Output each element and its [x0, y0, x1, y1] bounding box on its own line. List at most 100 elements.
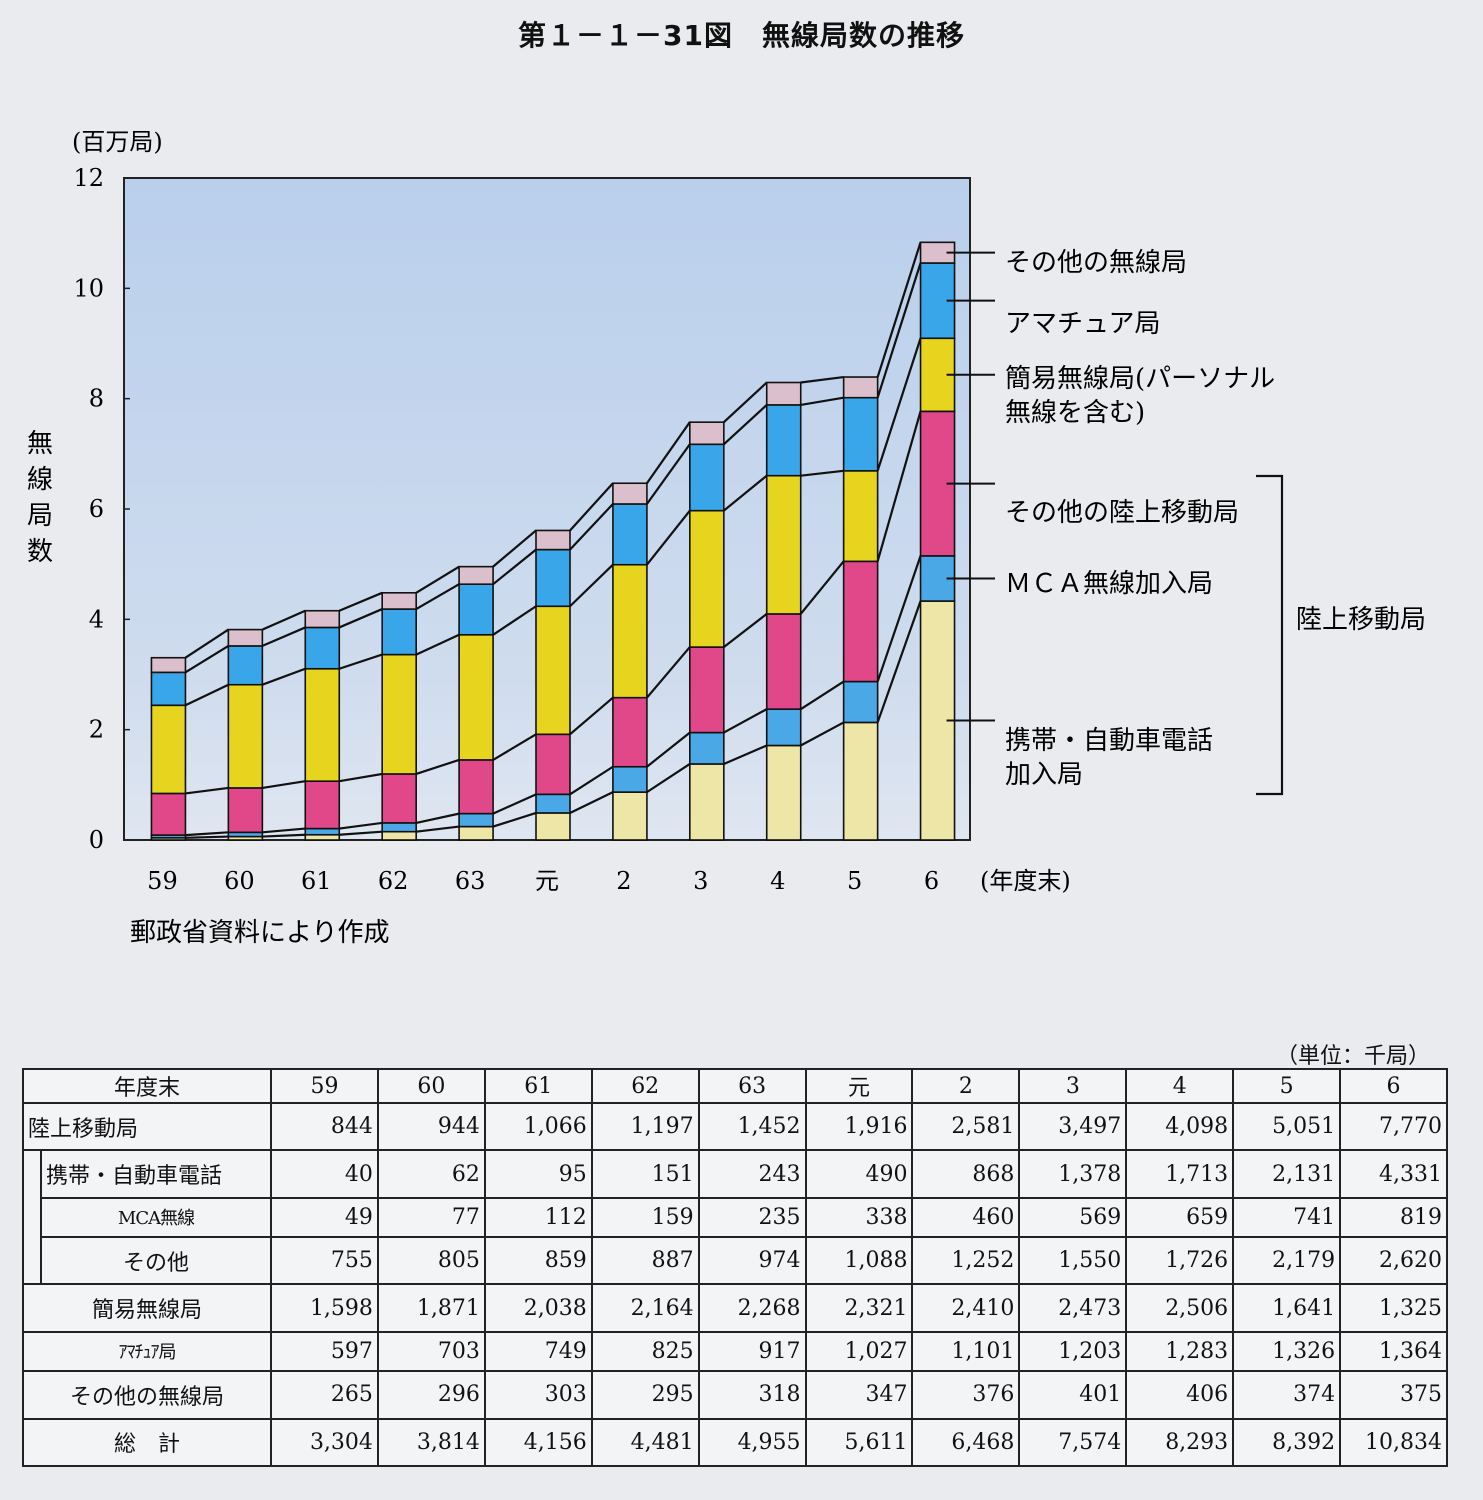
- header-label: 年度末: [21, 1068, 273, 1104]
- table-row: 陸上移動局 844 944 1,066 1,197 1,452 1,916 2,581 3,49…: [21, 1101, 1448, 1152]
- table-cell: 4,481: [590, 1417, 700, 1467]
- table-cell: 741: [1232, 1196, 1342, 1239]
- col-header: 62: [590, 1068, 700, 1104]
- table-cell: 1,378: [1018, 1149, 1128, 1199]
- table-cell: 243: [697, 1149, 807, 1199]
- bar-segment: [765, 404, 802, 477]
- col-header: 60: [376, 1068, 486, 1104]
- bar-segment: [689, 443, 725, 512]
- bar-segment: [381, 830, 417, 841]
- connector-line: [338, 608, 383, 629]
- connector-line: [876, 411, 922, 562]
- table-cell: 296: [376, 1370, 486, 1420]
- table-cell: 40: [270, 1149, 379, 1199]
- table-cell: 749: [483, 1330, 593, 1373]
- table-row: その他の無線局 265 296 303 295 318 347 376 401 406 374 375: [21, 1370, 1448, 1420]
- y-unit-label: (百万局): [72, 128, 163, 156]
- bar-segment: [612, 503, 648, 566]
- table-cell: 819: [1339, 1196, 1448, 1239]
- x-tick-label: 2: [616, 867, 631, 895]
- connector-line: [184, 628, 229, 659]
- bar-segment: [765, 708, 802, 747]
- bar-segment: [842, 721, 879, 841]
- table-cell: 1,326: [1232, 1330, 1342, 1373]
- table-cell: 338: [804, 1196, 914, 1239]
- bar-segment: [458, 583, 494, 636]
- col-header: 59: [270, 1068, 379, 1104]
- bar-segment: [458, 565, 494, 585]
- table-cell: 4,955: [697, 1417, 807, 1467]
- bar-segment: [227, 787, 264, 834]
- connector-line: [492, 529, 537, 568]
- bar-segment: [458, 825, 494, 841]
- table-cell: 944: [376, 1101, 486, 1152]
- connector-line: [261, 667, 306, 686]
- table-cell: 1,598: [270, 1283, 379, 1333]
- table-cell: 235: [697, 1196, 807, 1239]
- connector-line: [415, 758, 460, 776]
- table-cell: 4,098: [1125, 1101, 1235, 1152]
- table-cell: 1,452: [697, 1101, 807, 1152]
- table-cell: 151: [590, 1149, 700, 1199]
- table-cell: 6,468: [911, 1417, 1021, 1467]
- table-row: その他 755 805 859 887 974 1,088 1,252 1,550 1,726 2,…: [22, 1236, 1448, 1286]
- legend-label: その他の無線局: [1005, 248, 1187, 278]
- y-tick-label: 8: [89, 385, 104, 413]
- bar-segment: [612, 563, 648, 699]
- table-cell: 825: [590, 1330, 700, 1373]
- source-note: 郵政省資料により作成: [130, 918, 389, 948]
- table-cell: 401: [1018, 1370, 1128, 1420]
- connector-line: [800, 680, 845, 711]
- connector-line: [415, 812, 460, 824]
- table-cell: 1,641: [1232, 1283, 1342, 1333]
- bar-segment: [842, 396, 879, 472]
- table-cell: 703: [376, 1330, 486, 1373]
- connector-line: [492, 605, 537, 636]
- connector-line: [800, 396, 844, 406]
- row-label: その他: [39, 1236, 273, 1286]
- table-row: MCA無線 49 77 112 159 235 338 460 569 659 741 819: [22, 1196, 1448, 1239]
- bar-segment: [612, 791, 648, 841]
- x-unit-label: (年度末): [980, 867, 1071, 895]
- y-axis-label: 無線局数: [27, 429, 53, 567]
- connector-line: [184, 683, 229, 707]
- y-tick-label: 2: [89, 716, 104, 744]
- table-cell: 1,871: [376, 1283, 486, 1333]
- table-cell: 303: [483, 1370, 593, 1420]
- bar-segment: [227, 683, 264, 789]
- connector-line: [723, 708, 768, 734]
- row-label: 簡易無線局: [21, 1283, 273, 1333]
- connector-line: [876, 262, 922, 399]
- bar-segment: [535, 733, 571, 796]
- x-tick-label: 6: [924, 867, 939, 895]
- stack-connectors: [184, 241, 922, 839]
- y-tick-label: 6: [89, 495, 104, 523]
- bar-segment: [304, 626, 341, 670]
- table-cell: 490: [804, 1149, 914, 1199]
- connector-line: [415, 565, 460, 594]
- bar-segment: [765, 613, 802, 710]
- connector-line: [262, 827, 306, 834]
- connector-line: [646, 421, 691, 484]
- table-cell: 95: [483, 1149, 593, 1199]
- bar-segment: [304, 667, 341, 782]
- connector-line: [569, 503, 614, 551]
- bar-segment: [535, 605, 571, 736]
- table-cell: 1,325: [1339, 1283, 1448, 1333]
- col-header: 3: [1018, 1068, 1128, 1104]
- group-label: 陸上移動局: [1296, 605, 1426, 635]
- table-cell: 1,916: [804, 1101, 914, 1152]
- col-header: 63: [697, 1068, 807, 1104]
- table-cell: 4,331: [1339, 1149, 1448, 1199]
- table-cell: 49: [270, 1196, 379, 1239]
- table-cell: 569: [1018, 1196, 1128, 1239]
- table-cell: 2,131: [1232, 1149, 1342, 1199]
- connector-line: [492, 793, 537, 815]
- y-tick-label: 4: [89, 605, 104, 633]
- x-tick-label: 3: [693, 867, 708, 895]
- table-cell: 4,156: [483, 1417, 593, 1467]
- connector-line: [646, 509, 691, 566]
- table-row: 総 計 3,304 3,814 4,156 4,481 4,955 5,611 6,468 7,…: [21, 1417, 1448, 1467]
- table-cell: 1,726: [1125, 1236, 1235, 1286]
- bar-segment: [765, 381, 802, 406]
